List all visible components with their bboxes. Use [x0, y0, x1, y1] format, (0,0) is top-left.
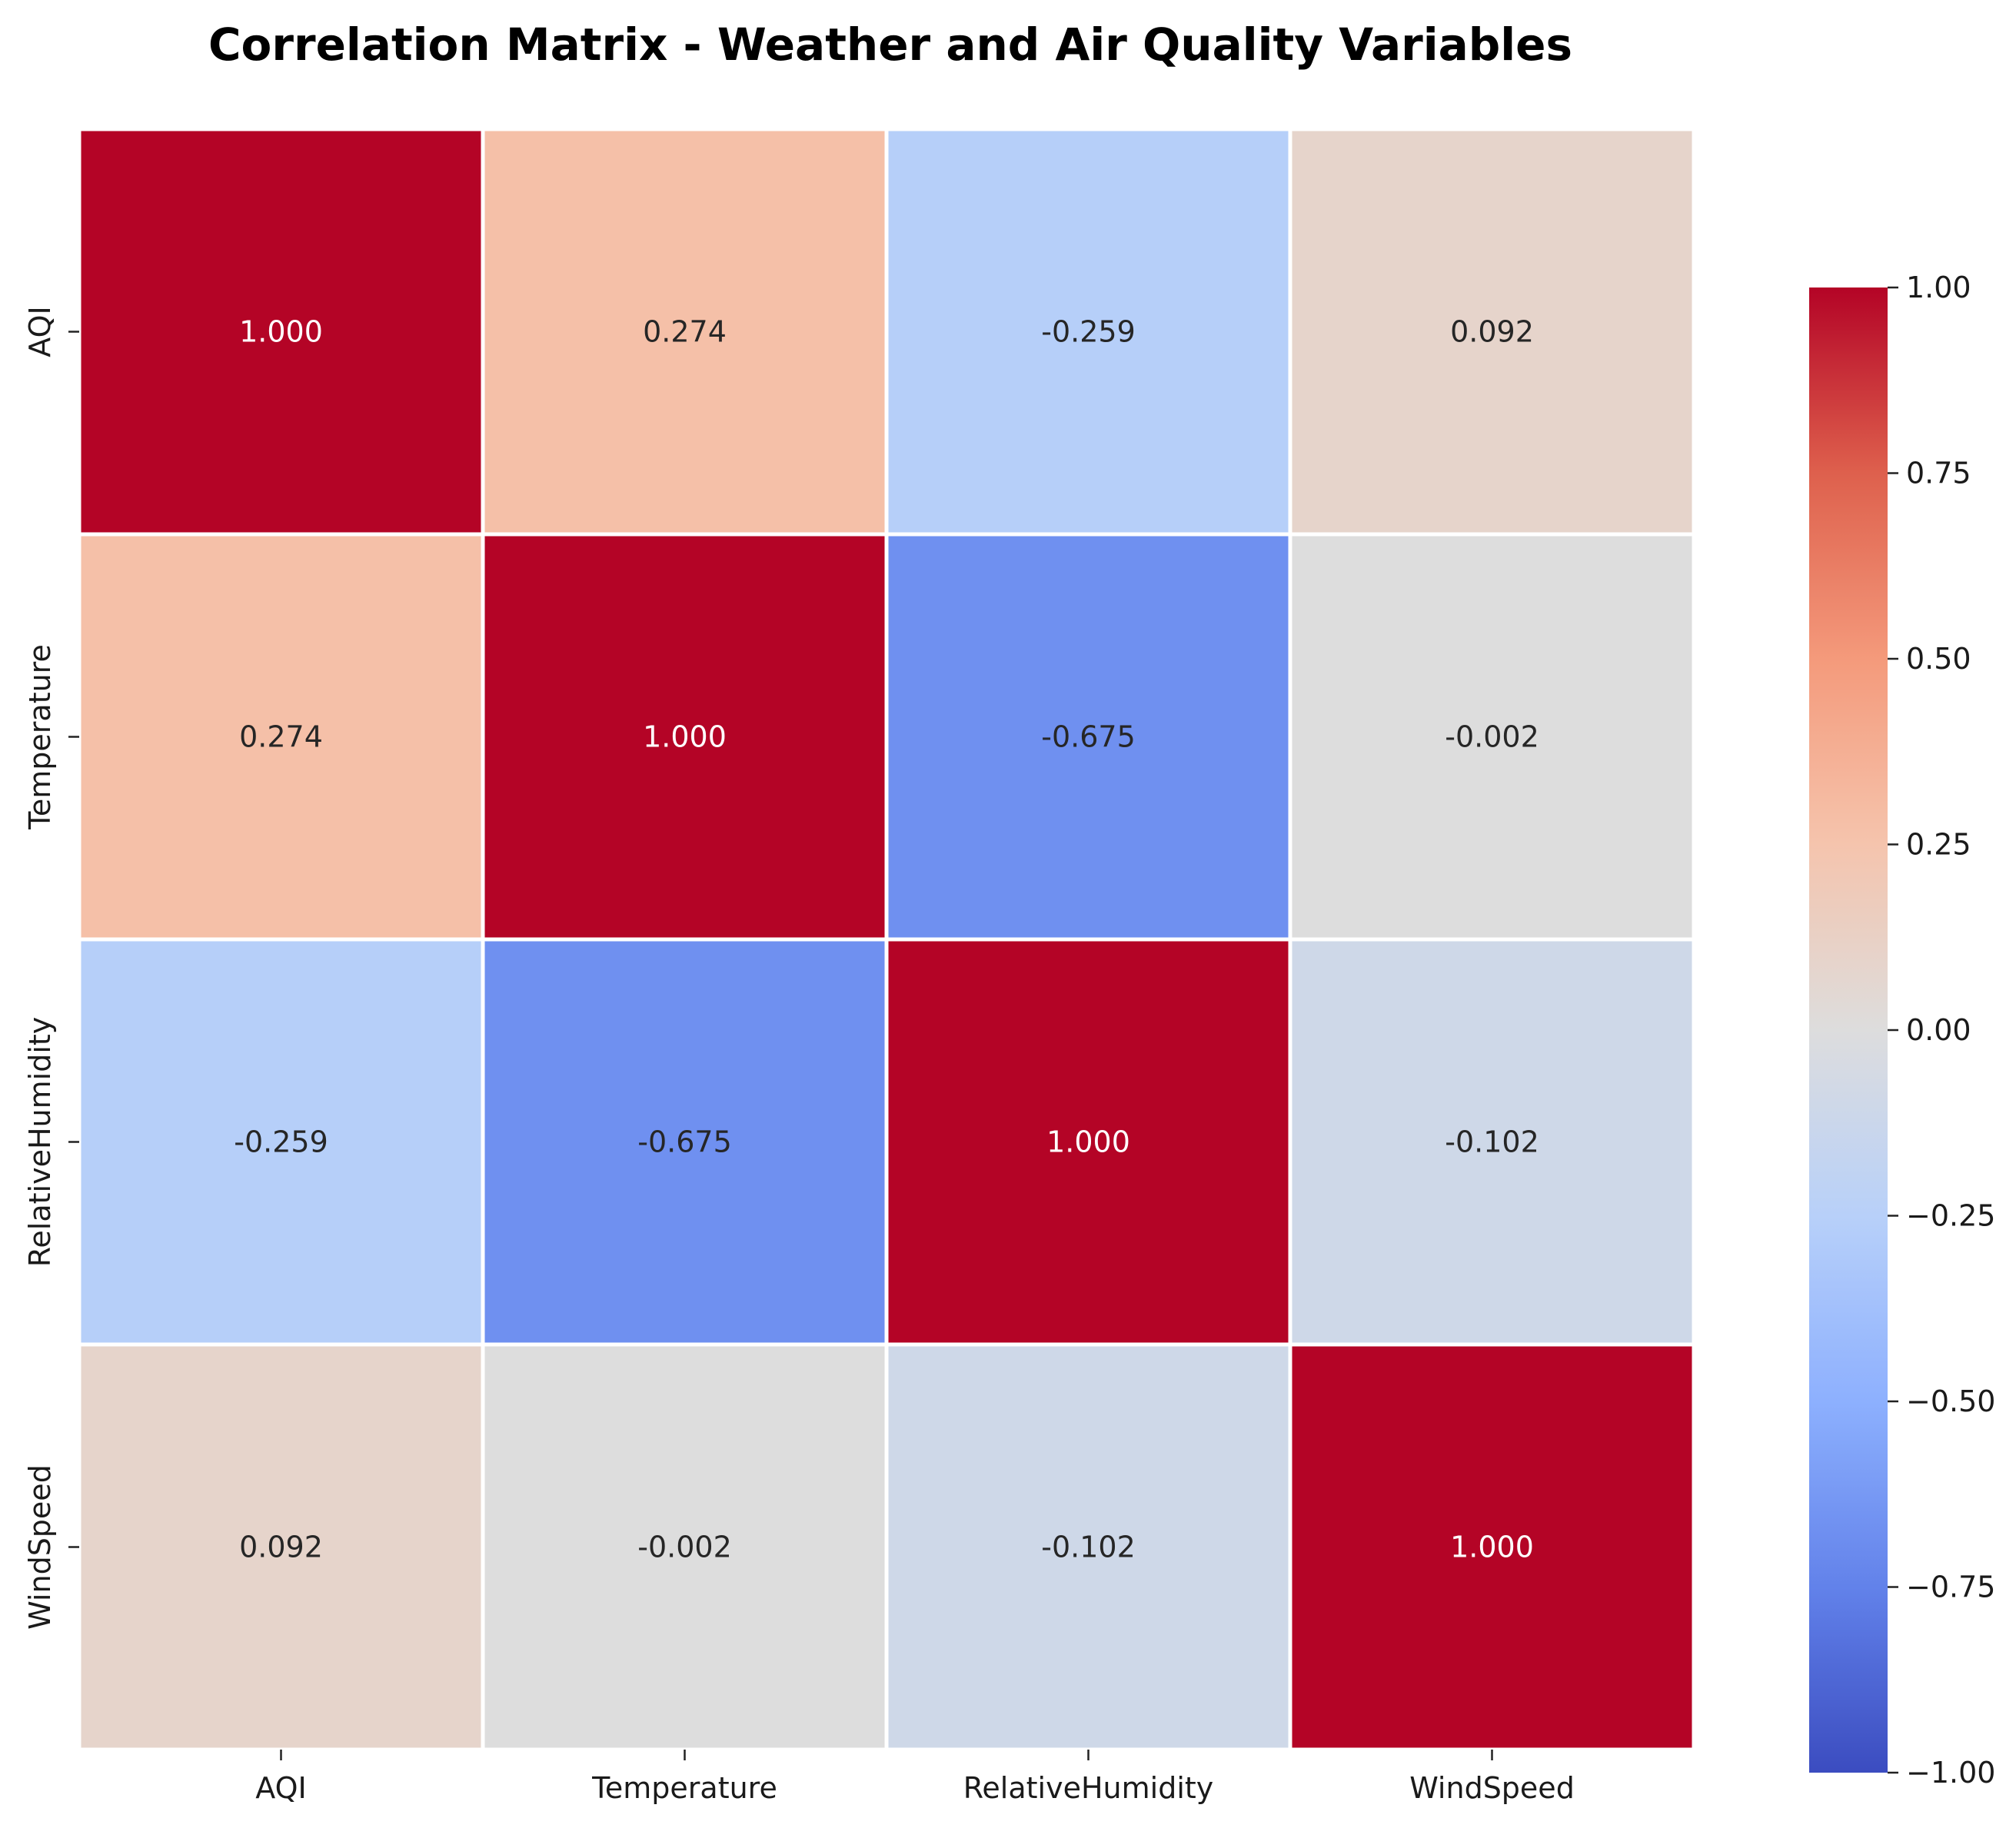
x-tick-label: Temperature [591, 1771, 777, 1805]
colorbar-tick-label: 0.75 [1906, 457, 1971, 490]
cell-value-label: -0.675 [1041, 720, 1136, 754]
x-tick-label: AQI [255, 1771, 306, 1805]
cell-value-label: -0.002 [637, 1531, 732, 1564]
colorbar-tick-label: −1.00 [1906, 1756, 1995, 1790]
colorbar-tick-label: −0.25 [1906, 1199, 1995, 1233]
heatmap-cell-Temperature-Temperature [481, 532, 889, 942]
colorbar: 1.00 0.75 0.50 0.25 0.00 −0.25 −0.50 −0.75 −1.00 [1809, 271, 1995, 1790]
cell-value-label: -0.675 [637, 1125, 732, 1159]
cell-value-label: -0.102 [1445, 1125, 1539, 1159]
chart-title: Correlation Matrix - Weather and Air Qua… [208, 18, 1572, 71]
cell-value-label: 1.000 [643, 720, 727, 754]
y-tick-label: Temperature [23, 644, 57, 830]
heatmap-cells [77, 127, 1696, 1752]
colorbar-gradient-bar [1809, 287, 1888, 1773]
cell-value-label: -0.259 [1041, 315, 1136, 349]
cell-value-label: -0.002 [1445, 720, 1539, 754]
y-tick-label: RelativeHumidity [23, 1017, 57, 1268]
x-tick-label: RelativeHumidity [963, 1771, 1214, 1805]
colorbar-tick-label: 0.00 [1906, 1013, 1971, 1047]
cell-value-label: 1.000 [1046, 1125, 1130, 1159]
cell-value-label: -0.259 [234, 1125, 328, 1159]
colorbar-tick-label: 1.00 [1906, 271, 1971, 304]
cell-value-label: 0.274 [643, 315, 727, 349]
heatmap-cell-WindSpeed-Temperature [481, 1342, 889, 1752]
cell-value-label: 1.000 [239, 315, 323, 349]
cell-value-label: 0.274 [239, 720, 323, 754]
heatmap-cell-AQI-WindSpeed [1288, 127, 1696, 537]
cell-value-label: -0.102 [1041, 1531, 1136, 1564]
cell-value-label: 0.092 [1450, 315, 1534, 349]
heatmap-cell-labels: 1.000 0.274 -0.259 0.092 0.274 1.000 -0.675 -0.… [234, 315, 1539, 1564]
heatmap-cell-AQI-AQI [77, 127, 485, 537]
y-axis: AQI Temperature RelativeHumidity WindSpeed [23, 306, 79, 1630]
heatmap-cell-AQI-RelativeHumidity [884, 127, 1292, 537]
heatmap-cell-WindSpeed-WindSpeed [1288, 1342, 1696, 1752]
colorbar-tick-label: −0.75 [1906, 1570, 1995, 1604]
y-tick-label: AQI [23, 306, 57, 357]
cell-value-label: 1.000 [1450, 1531, 1534, 1564]
heatmap-cell-RelativeHumidity-Temperature [481, 937, 889, 1347]
heatmap-cell-Temperature-WindSpeed [1288, 532, 1696, 942]
x-tick-label: WindSpeed [1409, 1771, 1575, 1805]
colorbar-tick-label: −0.50 [1906, 1384, 1995, 1418]
heatmap-cell-AQI-Temperature [481, 127, 889, 537]
heatmap-cell-Temperature-AQI [77, 532, 485, 942]
y-tick-label: WindSpeed [23, 1464, 57, 1630]
cell-value-label: 0.092 [239, 1531, 323, 1564]
heatmap-cell-RelativeHumidity-WindSpeed [1288, 937, 1696, 1347]
colorbar-tick-label: 0.25 [1906, 828, 1971, 862]
colorbar-tick-label: 0.50 [1906, 642, 1971, 676]
heatmap-cell-WindSpeed-RelativeHumidity [884, 1342, 1292, 1752]
x-axis: AQI Temperature RelativeHumidity WindSpeed [255, 1750, 1575, 1805]
heatmap-cell-WindSpeed-AQI [77, 1342, 485, 1752]
